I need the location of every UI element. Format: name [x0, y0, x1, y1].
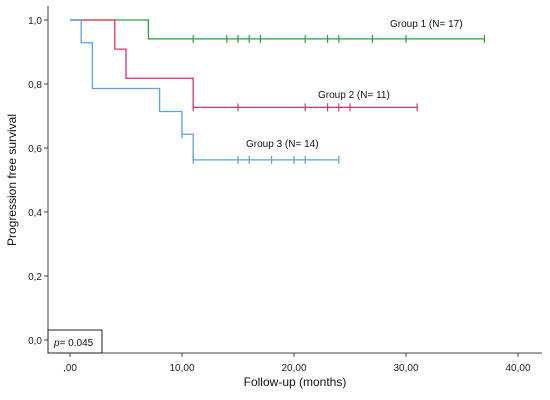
p-value-box: p= 0.045 [47, 329, 103, 354]
y-tick-label: 0,6 [28, 144, 42, 155]
ticks-layer: ,00 10,00 20,00 30,00 40,00 0,0 0,2 0,4 0,6 0,8 1,… [28, 16, 531, 374]
y-tick-label: 0,4 [28, 208, 42, 219]
series-label-1: Group 1 (N= 17) [390, 19, 463, 30]
x-tick-label: 40,00 [505, 363, 530, 374]
x-tick-label: ,00 [63, 363, 77, 374]
y-axis-title: Progression free survival [5, 114, 19, 246]
series-layer: Group 1 (N= 17) Group 2 (N= 11) Group 3 (N… [70, 19, 485, 164]
y-tick-label: 0,0 [28, 336, 42, 347]
y-tick-label: 0,2 [28, 272, 42, 283]
x-tick-label: 20,00 [281, 363, 306, 374]
series-label-2: Group 2 (N= 11) [318, 90, 390, 101]
series-line-2 [70, 19, 418, 109]
p-value-symbol: p [53, 338, 60, 349]
x-tick-label: 10,00 [169, 363, 194, 374]
svg-text:p= 0.045: p= 0.045 [53, 338, 94, 349]
series-label-3: Group 3 (N= 14) [246, 139, 319, 150]
x-tick-label: 30,00 [393, 363, 418, 374]
y-tick-label: 0,8 [28, 80, 42, 91]
y-tick-label: 1,0 [28, 16, 42, 27]
p-value-text: = 0.045 [60, 338, 94, 349]
series-line-3 [70, 19, 339, 161]
x-axis-title: Follow-up (months) [244, 375, 347, 389]
